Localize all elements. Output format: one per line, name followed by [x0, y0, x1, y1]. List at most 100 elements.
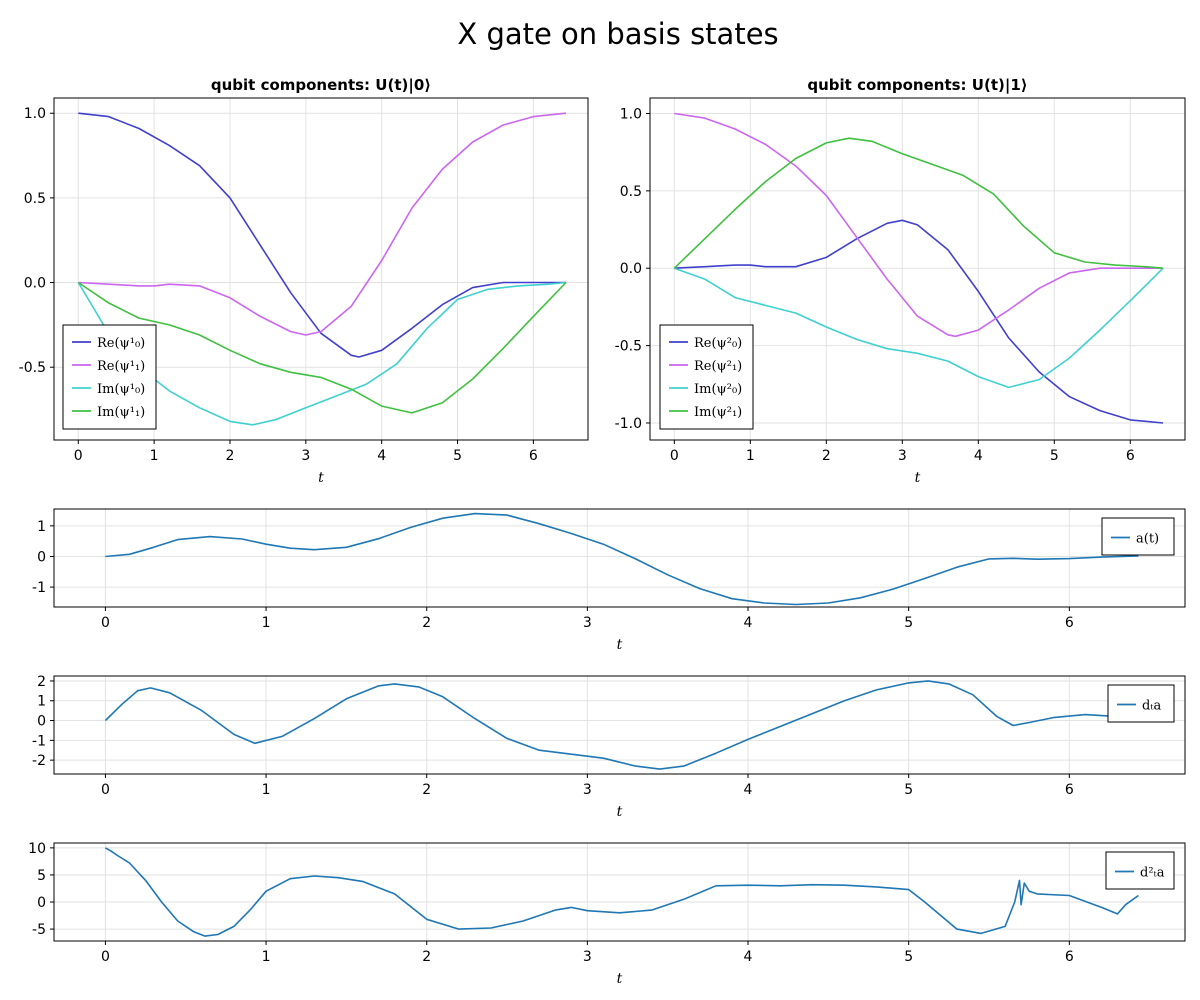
x-tick-label: 2: [422, 615, 431, 631]
legend: Re(ψ¹₀) Re(ψ¹₁) Im(ψ¹₀) Im(ψ¹₁): [62, 324, 157, 430]
x-axis-label: t: [617, 637, 623, 653]
plot-frame: [53, 675, 1186, 775]
chart-1: 0 1 2 3 4 5 6 -0.5 0.0 0.5 1.0 qubit components: U(…: [19, 76, 589, 486]
legend-label: Im(ψ¹₁): [97, 405, 145, 420]
axis-title: qubit components: U(t)|1⟩: [807, 76, 1027, 95]
x-tick-label: 4: [377, 448, 386, 464]
y-tick-label: 0.5: [24, 191, 46, 207]
series-line: [78, 112, 566, 358]
x-tick-label: 0: [74, 448, 83, 464]
chart-2: 0 1 2 3 4 5 6 -1.0 -0.5 0.0 0.5 1.0 qubit components…: [615, 76, 1186, 486]
y-tick-label: 1: [37, 694, 46, 710]
y-tick-label: 0: [37, 714, 46, 730]
plot-frame: [53, 842, 1186, 942]
x-tick-label: 0: [101, 615, 110, 631]
x-tick-label: 6: [1065, 782, 1074, 798]
y-tick-label: 1.0: [24, 106, 46, 122]
y-tick-label: 0.0: [24, 276, 46, 292]
x-tick-label: 3: [583, 615, 592, 631]
x-tick-label: 0: [101, 782, 110, 798]
x-tick-label: 1: [262, 782, 271, 798]
series-line: [78, 112, 567, 336]
plot-frame: [53, 508, 1186, 608]
legend-label: Re(ψ²₁): [694, 359, 742, 374]
x-tick-label: 1: [262, 949, 271, 965]
y-tick-label: -1: [32, 580, 46, 596]
legend-box: [1107, 684, 1175, 723]
chart-5: 0 1 2 3 4 5 6 -5 0 5 10 t d²ₜa: [28, 841, 1186, 987]
legend-box: [1105, 851, 1175, 890]
y-tick-label: 0.5: [620, 184, 642, 200]
x-tick-label: 6: [529, 448, 538, 464]
x-tick-label: 2: [822, 448, 831, 464]
series-line: [104, 680, 1139, 770]
legend-box: [1101, 517, 1175, 556]
x-tick-label: 5: [1050, 448, 1059, 464]
x-tick-label: 5: [453, 448, 462, 464]
legend: Re(ψ²₀) Re(ψ²₁) Im(ψ²₀) Im(ψ²₁): [659, 324, 754, 430]
x-tick-label: 2: [422, 949, 431, 965]
legend-label: d²ₜa: [1140, 866, 1165, 881]
x-tick-label: 6: [1126, 448, 1135, 464]
y-tick-label: -2: [32, 753, 46, 769]
legend-label: Im(ψ²₀): [694, 382, 742, 397]
y-tick-label: -0.5: [19, 360, 46, 376]
legend-label: Re(ψ¹₁): [97, 359, 145, 374]
y-tick-label: 5: [37, 868, 46, 884]
x-tick-label: 3: [583, 782, 592, 798]
x-tick-label: 4: [744, 782, 753, 798]
series-line: [77, 281, 567, 426]
series-line: [674, 267, 1164, 389]
axes-layer: 0 1 2 3 4 5 6 -0.5 0.0 0.5 1.0 qubit components: U(…: [19, 76, 1186, 987]
series-line: [77, 281, 567, 414]
x-axis-label: t: [617, 804, 623, 820]
x-axis-label: t: [318, 470, 324, 486]
x-tick-label: 3: [301, 448, 310, 464]
plot-frame: [649, 97, 1186, 441]
x-tick-label: 4: [974, 448, 983, 464]
plot-frame: [53, 97, 589, 441]
series-line: [105, 512, 1139, 606]
y-tick-label: -1: [32, 733, 46, 749]
x-tick-label: 0: [670, 448, 679, 464]
figure-title: X gate on basis states: [457, 17, 778, 51]
series-line: [673, 137, 1164, 269]
series-line: [674, 219, 1164, 424]
y-tick-label: -5: [32, 922, 46, 938]
y-tick-label: 10: [28, 841, 46, 857]
y-tick-label: 0: [37, 549, 46, 565]
x-tick-label: 5: [904, 949, 913, 965]
y-tick-label: 2: [37, 674, 46, 690]
y-tick-label: 0: [37, 895, 46, 911]
y-tick-label: 1: [37, 519, 46, 535]
x-tick-label: 0: [101, 949, 110, 965]
chart-4: 0 1 2 3 4 5 6 -2 -1 0 1 2 t dₜa: [32, 674, 1186, 820]
x-tick-label: 4: [744, 949, 753, 965]
x-axis-label: t: [915, 470, 921, 486]
x-tick-label: 2: [226, 448, 235, 464]
x-tick-label: 3: [583, 949, 592, 965]
legend-label: dₜa: [1142, 699, 1162, 714]
legend: d²ₜa: [1105, 851, 1175, 890]
x-tick-label: 1: [262, 615, 271, 631]
series-line: [674, 112, 1163, 338]
y-tick-label: -1.0: [615, 416, 642, 432]
legend: a(t): [1101, 517, 1175, 556]
x-tick-label: 1: [150, 448, 159, 464]
legend: dₜa: [1107, 684, 1175, 723]
x-tick-label: 2: [422, 782, 431, 798]
x-tick-label: 6: [1065, 615, 1074, 631]
axis-title: qubit components: U(t)|0⟩: [211, 76, 431, 95]
chart-3: 0 1 2 3 4 5 6 -1 0 1 t a(t): [32, 508, 1186, 653]
x-tick-label: 3: [898, 448, 907, 464]
legend-label: a(t): [1136, 532, 1159, 547]
x-tick-label: 1: [746, 448, 755, 464]
x-tick-label: 5: [904, 782, 913, 798]
legend-label: Re(ψ²₀): [694, 336, 742, 351]
series-line: [105, 847, 1139, 937]
x-tick-label: 5: [904, 615, 913, 631]
legend-label: Re(ψ¹₀): [97, 336, 145, 351]
y-tick-label: 1.0: [620, 106, 642, 122]
legend-label: Im(ψ²₁): [694, 405, 742, 420]
